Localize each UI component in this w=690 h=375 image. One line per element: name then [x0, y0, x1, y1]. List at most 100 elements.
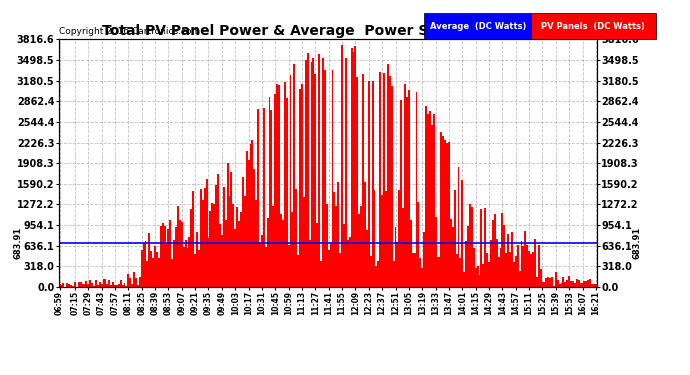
Bar [353, 53, 355, 287]
Bar [89, 280, 91, 287]
Bar [341, 45, 343, 287]
Bar [97, 285, 99, 287]
Bar [59, 284, 61, 287]
Bar [494, 214, 495, 287]
Bar [219, 224, 221, 287]
Bar [360, 206, 362, 287]
Bar [467, 226, 469, 287]
Bar [534, 240, 535, 287]
Bar [440, 132, 442, 287]
Bar [475, 268, 477, 287]
Bar [320, 261, 322, 287]
Bar [226, 163, 228, 287]
Bar [385, 190, 387, 287]
Bar [389, 76, 391, 287]
Bar [158, 258, 160, 287]
Bar [126, 286, 128, 287]
Bar [572, 280, 574, 287]
Bar [452, 226, 454, 287]
Bar [429, 111, 431, 287]
Bar [322, 58, 324, 287]
Bar [137, 285, 139, 287]
Bar [520, 242, 522, 287]
Bar [188, 237, 190, 287]
Bar [315, 74, 316, 287]
Bar [244, 196, 246, 287]
Bar [250, 144, 251, 287]
Bar [129, 278, 131, 287]
Bar [576, 279, 578, 287]
Bar [120, 280, 121, 287]
Bar [248, 160, 250, 287]
Bar [185, 240, 186, 287]
Bar [549, 278, 551, 287]
Bar [511, 232, 513, 287]
Bar [288, 245, 290, 287]
Bar [246, 151, 248, 287]
Bar [383, 73, 385, 287]
Bar [291, 212, 293, 287]
Bar [488, 262, 490, 287]
Bar [318, 54, 320, 287]
Bar [193, 191, 194, 287]
Bar [517, 245, 519, 287]
Bar [208, 238, 210, 287]
Bar [166, 244, 168, 287]
Bar [585, 281, 587, 287]
Bar [462, 180, 463, 287]
Bar [221, 235, 223, 287]
Bar [230, 172, 233, 287]
Bar [121, 285, 124, 287]
Bar [544, 282, 545, 287]
Bar [486, 254, 488, 287]
Bar [355, 46, 356, 287]
Bar [591, 284, 593, 287]
Bar [104, 279, 106, 287]
Bar [171, 259, 173, 287]
Bar [444, 140, 446, 287]
Bar [164, 226, 166, 287]
Bar [562, 278, 564, 287]
Bar [206, 179, 208, 287]
Bar [500, 248, 502, 287]
Bar [333, 192, 335, 287]
Bar [265, 247, 266, 287]
Bar [555, 272, 557, 287]
Bar [330, 244, 332, 287]
Bar [79, 282, 81, 287]
Bar [422, 268, 423, 287]
Bar [326, 204, 328, 287]
Bar [303, 197, 305, 287]
Bar [366, 230, 368, 287]
Bar [473, 248, 475, 287]
Bar [448, 142, 450, 287]
Bar [522, 246, 524, 287]
Bar [435, 217, 437, 287]
Bar [213, 204, 215, 287]
Bar [295, 189, 297, 287]
Bar [526, 245, 528, 287]
Bar [308, 240, 310, 287]
Bar [437, 257, 438, 287]
Bar [515, 256, 517, 287]
Bar [553, 286, 555, 287]
Bar [495, 239, 497, 287]
Bar [574, 283, 576, 287]
Bar [196, 232, 198, 287]
Bar [324, 70, 326, 287]
Bar [492, 220, 494, 287]
Bar [595, 284, 597, 287]
Bar [103, 279, 104, 287]
Bar [72, 286, 74, 287]
Bar [380, 72, 381, 287]
Bar [513, 262, 515, 287]
Bar [316, 223, 318, 287]
Bar [110, 285, 112, 287]
Bar [442, 136, 444, 287]
Bar [438, 257, 440, 287]
Bar [381, 195, 383, 287]
Bar [509, 252, 511, 287]
Bar [332, 70, 333, 287]
Bar [457, 167, 460, 287]
Bar [423, 231, 425, 287]
